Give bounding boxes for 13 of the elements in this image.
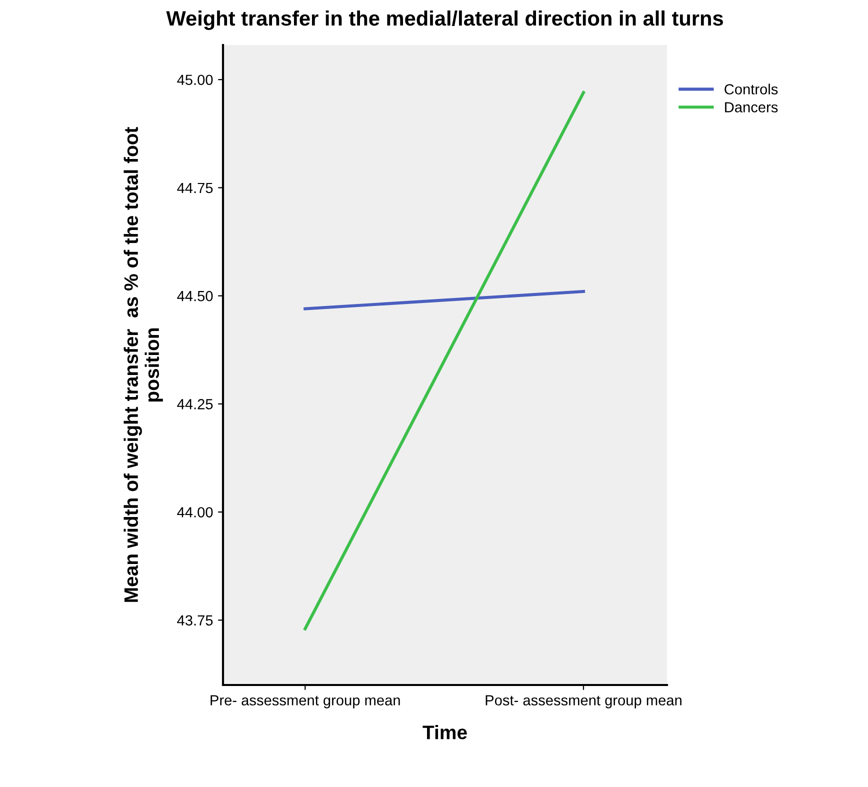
x-axis-title: Time: [422, 724, 467, 740]
y-tick-label: 44.00: [177, 507, 213, 518]
y-axis-title: Mean width of weight transfer as % of the total foot position: [124, 127, 163, 602]
legend-label: Dancers: [725, 102, 778, 112]
y-tick-label: 43.75: [177, 615, 213, 626]
y-tick-label: 44.50: [177, 290, 213, 302]
chart-title: Weight transfer in the medial/lateral direction in all turns: [166, 10, 723, 30]
y-tick-label: 45.00: [177, 74, 213, 86]
y-tick-label: 44.25: [177, 399, 213, 410]
x-tick-label: Post- assessment group mean: [486, 695, 682, 708]
x-tick-label: Pre- assessment group mean: [210, 695, 400, 708]
y-tick-label: 44.75: [177, 182, 213, 194]
legend-label: Controls: [724, 84, 778, 94]
